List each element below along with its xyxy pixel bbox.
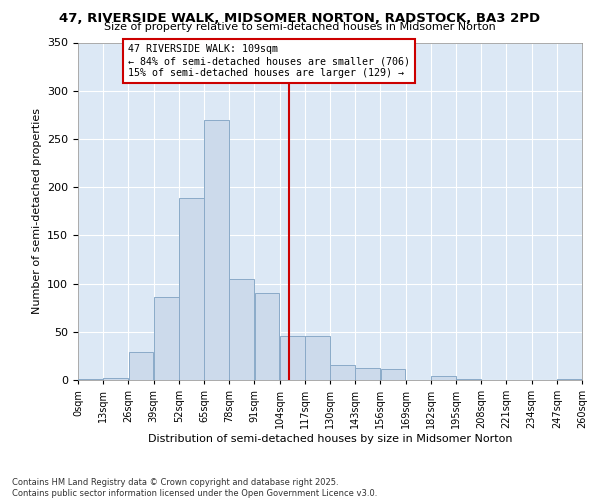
Text: Contains HM Land Registry data © Crown copyright and database right 2025.
Contai: Contains HM Land Registry data © Crown c… (12, 478, 377, 498)
Y-axis label: Number of semi-detached properties: Number of semi-detached properties (32, 108, 41, 314)
Bar (557, 379, 582, 380)
Bar (456, 379, 481, 380)
Bar (154, 297, 179, 380)
Bar (355, 368, 380, 380)
Text: 47, RIVERSIDE WALK, MIDSOMER NORTON, RADSTOCK, BA3 2PD: 47, RIVERSIDE WALK, MIDSOMER NORTON, RAD… (59, 12, 541, 26)
Bar (330, 364, 355, 380)
Bar (254, 293, 280, 380)
Bar (78, 379, 103, 380)
Bar (179, 198, 204, 380)
Text: Size of property relative to semi-detached houses in Midsomer Norton: Size of property relative to semi-detach… (104, 22, 496, 32)
Bar (103, 378, 128, 380)
Bar (280, 336, 305, 380)
Bar (380, 370, 406, 380)
Bar (305, 336, 330, 380)
Bar (128, 352, 154, 380)
Text: 47 RIVERSIDE WALK: 109sqm
← 84% of semi-detached houses are smaller (706)
15% of: 47 RIVERSIDE WALK: 109sqm ← 84% of semi-… (128, 44, 410, 78)
Bar (229, 279, 254, 380)
Bar (204, 120, 229, 380)
X-axis label: Distribution of semi-detached houses by size in Midsomer Norton: Distribution of semi-detached houses by … (148, 434, 512, 444)
Bar (431, 376, 456, 380)
